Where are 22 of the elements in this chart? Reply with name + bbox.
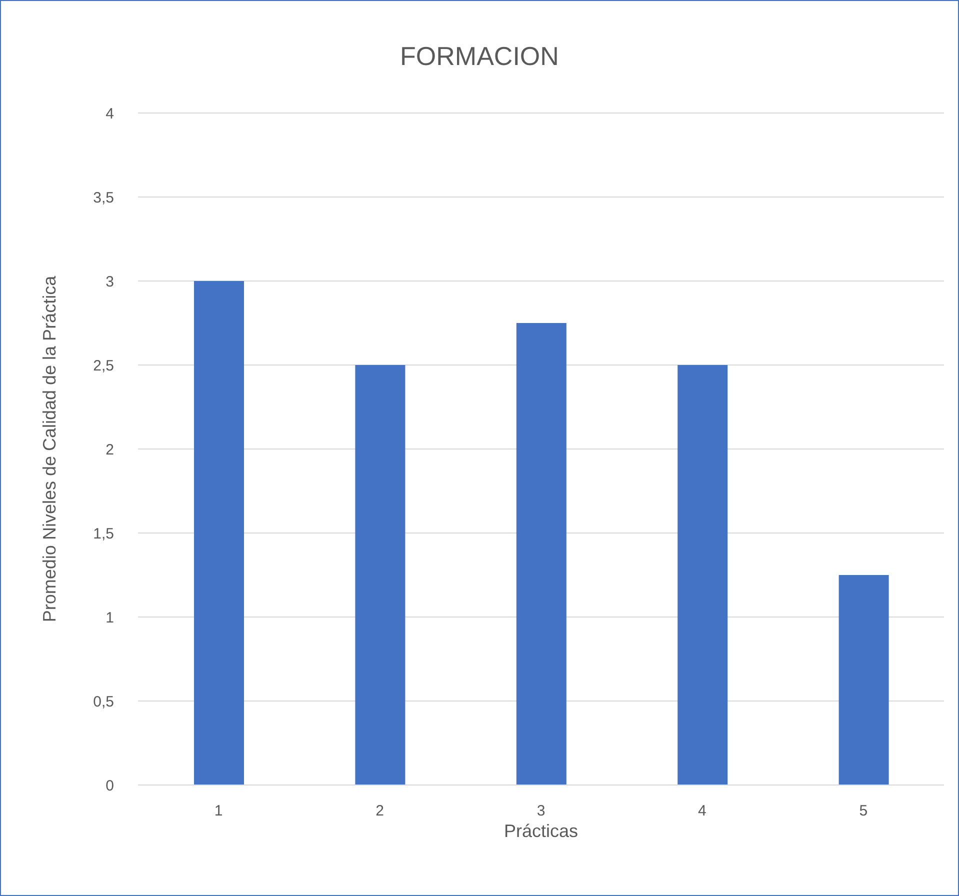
- y-tick-label: 0,5: [93, 693, 114, 710]
- bar: [516, 323, 566, 785]
- x-axis-title: Prácticas: [504, 821, 578, 841]
- y-axis-title: Promedio Niveles de Calidad de la Práctica: [39, 274, 60, 622]
- y-tick-label: 4: [106, 105, 114, 122]
- y-tick-label: 3: [106, 273, 114, 290]
- x-tick-label: 1: [214, 802, 223, 820]
- bar: [194, 281, 244, 785]
- x-tick-label: 5: [859, 802, 868, 820]
- y-tick-label: 2: [106, 441, 114, 458]
- bar: [355, 365, 406, 785]
- chart-title: FORMACION: [399, 41, 560, 72]
- bar: [838, 575, 889, 785]
- y-tick-label: 0: [106, 777, 114, 794]
- x-tick-label: 2: [376, 802, 384, 820]
- y-tick-label: 2,5: [93, 357, 114, 374]
- y-tick-label: 1,5: [93, 525, 114, 542]
- bar: [678, 365, 728, 785]
- y-tick-label: 1: [106, 609, 114, 626]
- x-tick-label: 3: [536, 802, 546, 820]
- y-tick-label: 3,5: [93, 189, 114, 206]
- x-tick-label: 4: [698, 802, 706, 820]
